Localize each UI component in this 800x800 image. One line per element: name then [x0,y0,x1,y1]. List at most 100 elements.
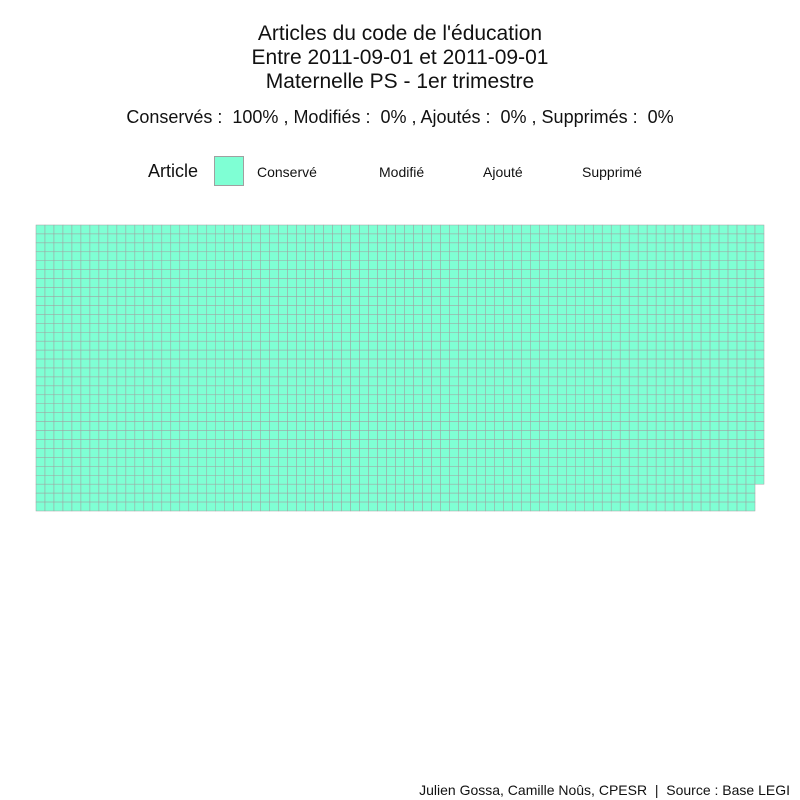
waffle-tile [628,466,639,476]
waffle-tile [314,242,324,253]
waffle-tile [646,305,657,315]
waffle-tile [637,287,648,297]
waffle-tile [251,367,261,378]
waffle-tile [664,501,675,512]
waffle-tile [494,466,504,476]
waffle-tile [422,403,432,413]
waffle-tile [503,430,513,440]
waffle-tile [323,430,333,440]
waffle-tile [745,376,756,387]
waffle-tile [233,439,243,449]
waffle-tile [134,305,145,315]
waffle-tile [682,269,693,279]
waffle-tile [350,260,360,270]
waffle-tile [422,340,432,351]
waffle-tile [682,323,693,333]
waffle-tile [377,501,387,512]
waffle-tile [664,287,675,297]
waffle-tile [530,457,540,467]
waffle-tile [377,430,387,440]
waffle-tile [575,305,585,315]
waffle-tile [287,260,297,270]
waffle-tile [485,242,495,253]
waffle-tile [350,501,360,512]
waffle-tile [610,278,621,288]
waffle-tile [458,269,468,279]
waffle-tile [350,305,360,315]
waffle-tile [530,358,540,369]
waffle-tile [736,430,747,440]
waffle-tile [377,492,387,503]
waffle-tile [152,430,163,440]
waffle-tile [512,376,522,387]
waffle-tile [62,314,73,324]
waffle-tile [467,296,477,306]
waffle-tile [143,314,154,324]
waffle-tile [359,412,369,422]
waffle-tile [745,233,756,244]
waffle-tile [242,269,252,279]
waffle-tile [601,394,612,404]
waffle-tile [754,287,765,297]
waffle-tile [395,269,405,279]
waffle-tile [323,385,333,396]
waffle-tile [539,483,549,494]
waffle-tile [449,340,459,351]
waffle-tile [53,278,64,288]
waffle-tile [449,376,459,387]
waffle-tile [35,385,46,396]
waffle-tile [62,332,73,342]
waffle-tile [143,242,154,253]
waffle-tile [664,278,675,288]
waffle-tile [548,340,558,351]
waffle-tile [260,403,270,413]
waffle-tile [521,340,531,351]
waffle-tile [215,403,225,413]
waffle-tile [188,332,199,342]
waffle-tile [539,278,549,288]
waffle-tile [646,278,657,288]
waffle-tile [296,367,306,378]
waffle-tile [224,376,234,387]
waffle-tile [377,394,387,404]
waffle-tile [745,287,756,297]
waffle-tile [610,448,621,458]
waffle-tile [98,376,109,387]
waffle-tile [673,323,684,333]
waffle-tile [332,448,342,458]
waffle-tile [35,430,46,440]
waffle-tile [709,349,720,360]
waffle-tile [242,430,252,440]
waffle-tile [377,475,387,485]
waffle-tile [341,251,351,261]
waffle-tile [673,332,684,342]
waffle-tile [575,287,585,297]
waffle-tile [170,358,181,369]
waffle-tile [395,358,405,369]
waffle-tile [80,296,91,306]
waffle-tile [305,224,315,235]
waffle-tile [458,412,468,422]
waffle-tile [287,233,297,244]
waffle-tile [134,314,145,324]
waffle-tile [341,412,351,422]
waffle-tile [233,340,243,351]
waffle-tile [575,242,585,253]
waffle-tile [341,233,351,244]
waffle-tile [709,340,720,351]
waffle-tile [206,242,217,253]
waffle-tile [700,340,711,351]
waffle-tile [601,251,612,261]
waffle-tile [260,251,270,261]
waffle-tile [188,403,199,413]
waffle-tile [314,466,324,476]
waffle-tile [709,296,720,306]
waffle-tile [314,394,324,404]
waffle-tile [691,421,702,431]
waffle-tile [269,323,279,333]
waffle-tile [134,457,145,467]
waffle-tile [332,403,342,413]
waffle-tile [305,242,315,253]
waffle-tile [682,260,693,270]
waffle-tile [179,501,190,512]
